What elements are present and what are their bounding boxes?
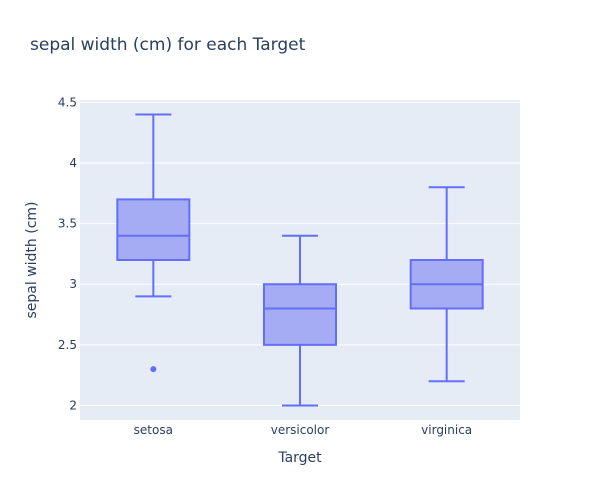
- iqr-box: [263, 283, 337, 346]
- y-axis-ticks: 2 2.5 3 3.5 4 4.5: [58, 95, 77, 412]
- y-tick-label: 2: [69, 398, 77, 412]
- y-tick-label: 4.5: [58, 95, 77, 109]
- y-tick-label: 3.5: [58, 217, 77, 231]
- box-versicolor: [263, 234, 337, 407]
- box-virginica: [409, 186, 484, 383]
- outlier-point: [150, 366, 157, 373]
- box-setosa: [116, 113, 191, 373]
- iqr-box: [116, 198, 191, 261]
- y-tick-label: 4: [69, 156, 77, 170]
- y-tick-label: 3: [69, 277, 77, 291]
- x-tick-label: setosa: [134, 423, 173, 437]
- x-tick-label: virginica: [421, 423, 472, 437]
- x-axis-ticks: setosa versicolor virginica: [134, 423, 472, 437]
- box-series: [116, 113, 484, 407]
- x-axis-title: Target: [277, 450, 322, 466]
- chart-title: sepal width (cm) for each Target: [30, 35, 306, 55]
- y-axis-title: sepal width (cm): [24, 201, 40, 318]
- x-tick-label: versicolor: [271, 423, 330, 437]
- y-tick-label: 2.5: [58, 338, 77, 352]
